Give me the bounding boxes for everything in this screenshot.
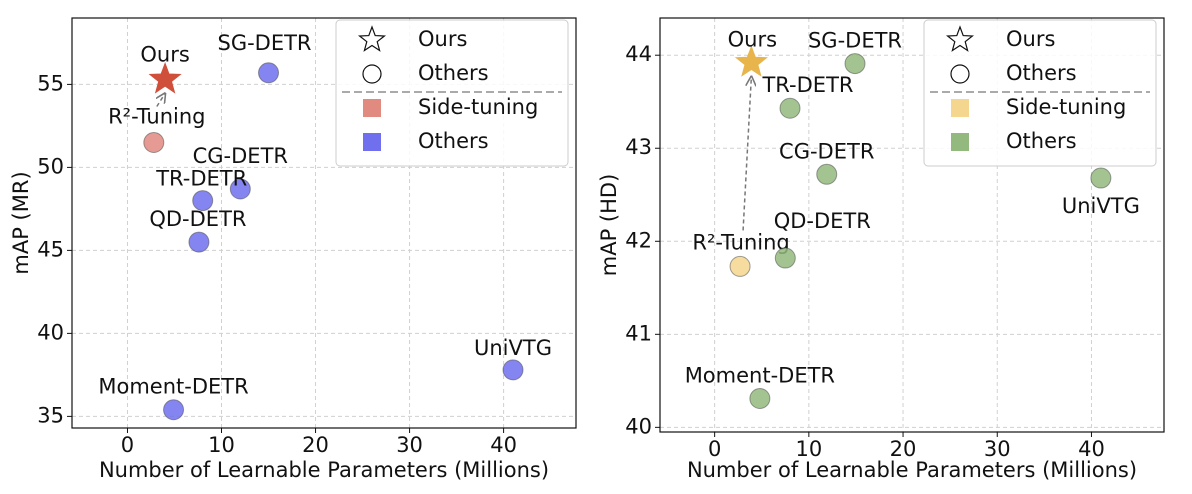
x-axis-label: Number of Learnable Parameters (Millions… bbox=[687, 458, 1137, 482]
point-label: Moment-DETR bbox=[98, 375, 248, 399]
x-tick-label: 0 bbox=[708, 437, 721, 461]
legend-marker bbox=[357, 25, 387, 52]
x-tick-label: 30 bbox=[984, 437, 1011, 461]
x-tick-label: 10 bbox=[208, 433, 235, 457]
star-marker bbox=[148, 61, 182, 94]
star-marker bbox=[734, 45, 768, 77]
x-tick-label: 20 bbox=[890, 437, 917, 461]
y-tick-label: 44 bbox=[625, 42, 652, 66]
legend-label: Ours bbox=[1006, 27, 1055, 51]
point-label: TR-DETR bbox=[155, 167, 247, 191]
plot-frame bbox=[659, 17, 1165, 433]
y-tick-label: 50 bbox=[37, 154, 64, 178]
point-label: UniVTG bbox=[474, 336, 552, 360]
point bbox=[258, 62, 280, 84]
plot-frame bbox=[71, 17, 577, 429]
x-tick-label: 40 bbox=[490, 433, 517, 457]
x-tick-label: 40 bbox=[1078, 437, 1105, 461]
point bbox=[779, 97, 801, 119]
annotation-arrow bbox=[157, 93, 165, 107]
y-tick-label: 40 bbox=[37, 320, 64, 344]
point-label: QD-DETR bbox=[149, 207, 246, 231]
x-tick-label: 30 bbox=[396, 433, 423, 457]
legend-label: Side-tuning bbox=[418, 95, 538, 119]
legend-marker bbox=[950, 64, 970, 84]
x-tick-label: 10 bbox=[795, 437, 822, 461]
legend-swatch bbox=[951, 99, 969, 117]
point-label: CG-DETR bbox=[779, 139, 874, 163]
point bbox=[502, 359, 524, 381]
point bbox=[844, 53, 866, 75]
point bbox=[816, 163, 838, 185]
point-label: SG-DETR bbox=[217, 31, 311, 55]
legend-label: Side-tuning bbox=[1006, 95, 1126, 119]
legend-marker bbox=[362, 64, 382, 84]
y-tick-label: 55 bbox=[37, 71, 64, 95]
point bbox=[749, 388, 771, 410]
point bbox=[163, 399, 185, 421]
point bbox=[192, 190, 214, 212]
x-axis-label: Number of Learnable Parameters (Millions… bbox=[99, 458, 549, 482]
legend-marker bbox=[945, 25, 975, 52]
y-axis-label: mAP (MR) bbox=[9, 171, 33, 274]
y-tick-label: 45 bbox=[37, 237, 64, 261]
y-tick-label: 35 bbox=[37, 403, 64, 427]
y-axis-label: mAP (HD) bbox=[597, 174, 621, 277]
point-label: Ours bbox=[140, 42, 189, 66]
point-label: Ours bbox=[728, 28, 777, 52]
legend-label: Others bbox=[1006, 129, 1077, 153]
x-tick-label: 0 bbox=[121, 433, 134, 457]
point-label: QD-DETR bbox=[774, 209, 871, 233]
point-label: R²-Tuning bbox=[108, 104, 205, 128]
point-label: R²-Tuning bbox=[692, 230, 789, 254]
point bbox=[229, 178, 251, 200]
point bbox=[143, 131, 165, 153]
point bbox=[188, 231, 210, 253]
y-tick-label: 40 bbox=[625, 414, 652, 438]
legend-label: Others bbox=[1006, 61, 1077, 85]
legend-swatch bbox=[363, 133, 381, 151]
point-label: UniVTG bbox=[1062, 194, 1140, 218]
legend-label: Others bbox=[418, 129, 489, 153]
y-tick-label: 41 bbox=[625, 321, 652, 345]
point bbox=[729, 255, 751, 277]
y-tick-label: 43 bbox=[625, 135, 652, 159]
point-label: CG-DETR bbox=[193, 144, 288, 168]
legend-label: Others bbox=[418, 61, 489, 85]
annotation-arrow bbox=[742, 77, 751, 231]
point-label: TR-DETR bbox=[761, 73, 853, 97]
point bbox=[774, 247, 796, 269]
x-tick-label: 20 bbox=[302, 433, 329, 457]
point-label: Moment-DETR bbox=[685, 364, 835, 388]
y-tick-label: 42 bbox=[625, 228, 652, 252]
legend-label: Ours bbox=[418, 27, 467, 51]
point bbox=[1090, 167, 1112, 189]
legend-swatch bbox=[363, 99, 381, 117]
legend-swatch bbox=[951, 133, 969, 151]
point-label: SG-DETR bbox=[808, 29, 902, 53]
